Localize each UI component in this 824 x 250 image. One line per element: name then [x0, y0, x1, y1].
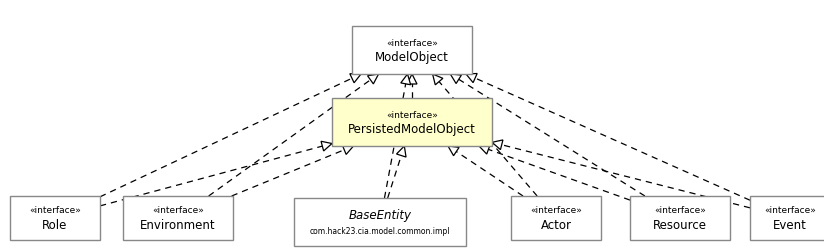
Bar	[123, 196, 233, 240]
Bar	[352, 27, 472, 75]
Polygon shape	[450, 75, 461, 84]
Polygon shape	[342, 146, 353, 155]
Text: Resource: Resource	[653, 219, 707, 232]
Text: Role: Role	[42, 219, 68, 232]
Polygon shape	[433, 75, 442, 86]
Polygon shape	[396, 146, 406, 158]
Text: Event: Event	[773, 219, 807, 232]
Bar	[630, 196, 730, 240]
Bar	[750, 196, 824, 240]
Polygon shape	[400, 75, 410, 86]
Text: «interface»: «interface»	[530, 206, 582, 215]
Text: PersistedModelObject: PersistedModelObject	[348, 123, 476, 136]
Polygon shape	[448, 146, 459, 156]
Text: Environment: Environment	[140, 219, 216, 232]
Text: «interface»: «interface»	[386, 110, 438, 119]
Polygon shape	[350, 74, 361, 84]
Polygon shape	[321, 142, 332, 151]
Bar	[332, 98, 492, 146]
Polygon shape	[466, 74, 477, 83]
Text: ModelObject: ModelObject	[375, 51, 449, 64]
Text: Actor: Actor	[541, 219, 572, 232]
Text: «interface»: «interface»	[654, 206, 706, 215]
Bar	[511, 196, 601, 240]
Bar	[10, 196, 100, 240]
Text: «interface»: «interface»	[764, 206, 816, 215]
Text: «interface»: «interface»	[386, 38, 438, 47]
Bar	[294, 198, 466, 246]
Text: «interface»: «interface»	[152, 206, 204, 215]
Polygon shape	[479, 145, 490, 154]
Text: com.hack23.cia.model.common.impl: com.hack23.cia.model.common.impl	[310, 226, 450, 235]
Polygon shape	[492, 140, 503, 150]
Text: BaseEntity: BaseEntity	[349, 209, 411, 222]
Polygon shape	[407, 75, 417, 85]
Polygon shape	[368, 75, 378, 85]
Text: «interface»: «interface»	[29, 206, 81, 215]
